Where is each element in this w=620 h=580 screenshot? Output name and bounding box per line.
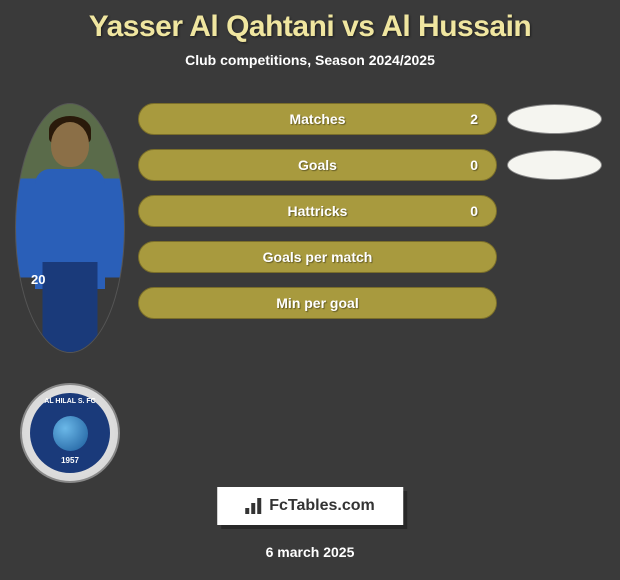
stat-label: Goals per match <box>263 249 373 265</box>
footer-date: 6 march 2025 <box>266 544 355 560</box>
stat-row: Goals 0 <box>138 149 602 181</box>
club-name: AL HILAL S. FC <box>44 398 95 405</box>
club-logo-ball-icon <box>53 416 88 451</box>
stat-row: Goals per match <box>138 241 602 273</box>
player-photo: 20 <box>15 103 125 353</box>
player-head <box>51 122 89 167</box>
club-year: 1957 <box>61 456 79 465</box>
brand-badge[interactable]: FcTables.com <box>217 487 403 525</box>
stat-pill: Matches 2 <box>138 103 497 135</box>
stat-pill: Min per goal <box>138 287 497 319</box>
stat-oval <box>507 150 602 180</box>
page-subtitle: Club competitions, Season 2024/2025 <box>0 52 620 68</box>
stat-oval <box>507 104 602 134</box>
stat-value: 0 <box>470 157 478 173</box>
stat-label: Hattricks <box>288 203 348 219</box>
page-title: Yasser Al Qahtani vs Al Hussain <box>0 10 620 44</box>
player-shorts <box>43 262 98 352</box>
club-logo: AL HILAL S. FC 1957 <box>20 383 120 483</box>
chart-icon <box>245 498 263 514</box>
stat-label: Matches <box>289 111 345 127</box>
player-number: 20 <box>31 272 45 287</box>
stat-label: Min per goal <box>276 295 358 311</box>
stat-pill: Hattricks 0 <box>138 195 497 227</box>
stat-value: 0 <box>470 203 478 219</box>
stat-value: 2 <box>470 111 478 127</box>
player-column: 20 AL HILAL S. FC 1957 <box>10 103 130 483</box>
stat-label: Goals <box>298 157 337 173</box>
club-logo-inner: AL HILAL S. FC 1957 <box>30 393 110 473</box>
main-content: 20 AL HILAL S. FC 1957 Matches2Goals0Hat… <box>0 103 620 483</box>
stat-row: Min per goal <box>138 287 602 319</box>
stats-column: Matches 2 Goals 0 Hattricks 0 Goals per match M… <box>130 103 610 483</box>
stat-row: Hattricks 0 <box>138 195 602 227</box>
brand-text: FcTables.com <box>269 497 375 515</box>
stat-row: Matches 2 <box>138 103 602 135</box>
stat-pill: Goals 0 <box>138 149 497 181</box>
stat-pill: Goals per match <box>138 241 497 273</box>
header: Yasser Al Qahtani vs Al Hussain Club com… <box>0 0 620 73</box>
